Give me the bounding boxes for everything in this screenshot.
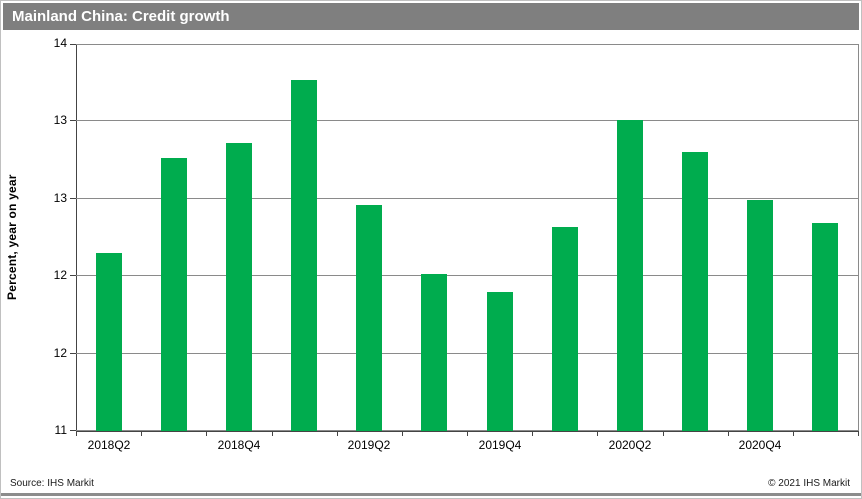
y-axis-tick-12.2	[70, 275, 76, 277]
gridline-12.8	[76, 197, 858, 199]
y-tick-label-11: 11	[54, 423, 67, 437]
x-axis-tick-1	[141, 432, 142, 436]
bar-2019Q3	[421, 273, 447, 431]
x-axis-tick-11	[793, 432, 794, 436]
x-axis-tick-3	[272, 432, 273, 436]
y-axis-tick-13.4	[70, 120, 76, 122]
x-axis-tick-2	[206, 432, 207, 436]
bar-2018Q2	[96, 252, 122, 431]
x-axis-line	[76, 431, 859, 432]
x-tick-label-2019Q2: 2019Q2	[347, 438, 391, 452]
gridline-12.2	[76, 275, 858, 277]
x-tick-label-2018Q2: 2018Q2	[87, 438, 131, 452]
x-axis-tick-0	[76, 432, 77, 436]
gridline-11.6	[76, 352, 858, 354]
y-tick-label-12.2: 12	[53, 268, 67, 283]
bar-2019Q4	[487, 291, 513, 431]
x-axis-tick-5	[402, 432, 403, 436]
bar-2018Q4	[226, 143, 252, 431]
y-axis-tick-14	[70, 44, 76, 45]
bar-2018Q3	[161, 157, 187, 431]
x-axis-tick-7	[532, 432, 533, 436]
x-axis-tick-4	[337, 432, 338, 436]
x-axis-tick-8	[597, 432, 598, 436]
x-tick-label-2020Q4: 2020Q4	[738, 438, 782, 452]
chart-title: Mainland China: Credit growth	[12, 8, 230, 25]
bar-2019Q2	[356, 205, 382, 431]
y-axis-title: Percent, year on year	[5, 174, 19, 301]
x-axis-tick-6	[467, 432, 468, 436]
y-tick-label-11.6: 12	[53, 345, 67, 360]
chart-title-bar: Mainland China: Credit growth	[3, 3, 859, 30]
plot-right-border	[858, 44, 859, 431]
y-axis-tick-12.8	[70, 197, 76, 199]
source-note: Source: IHS Markit	[10, 478, 94, 489]
plot-area	[76, 44, 858, 431]
y-tick-label-13.4: 13	[53, 113, 67, 128]
y-tick-label-12.8: 13	[53, 190, 67, 205]
copyright-note: © 2021 IHS Markit	[768, 478, 850, 489]
bar-2020Q3	[682, 152, 708, 431]
bar-2019Q1	[291, 80, 317, 431]
bar-2021Q1	[812, 223, 838, 431]
x-tick-label-2018Q4: 2018Q4	[217, 438, 261, 452]
gridline-14	[76, 44, 858, 45]
y-axis-line	[76, 44, 77, 432]
y-axis-tick-11.6	[70, 352, 76, 354]
gridline-13.4	[76, 120, 858, 122]
x-axis-tick-10	[728, 432, 729, 436]
bar-2020Q1	[552, 227, 578, 431]
bar-2020Q4	[747, 200, 773, 431]
bar-2020Q2	[617, 120, 643, 431]
y-tick-label-14: 14	[53, 36, 67, 50]
x-axis-tick-9	[663, 432, 664, 436]
gridline-11	[76, 430, 858, 431]
x-tick-label-2019Q4: 2019Q4	[478, 438, 522, 452]
y-axis-tick-11	[70, 430, 76, 431]
x-axis-tick-12	[858, 432, 859, 436]
footer-rule	[1, 493, 861, 496]
x-tick-label-2020Q2: 2020Q2	[608, 438, 652, 452]
